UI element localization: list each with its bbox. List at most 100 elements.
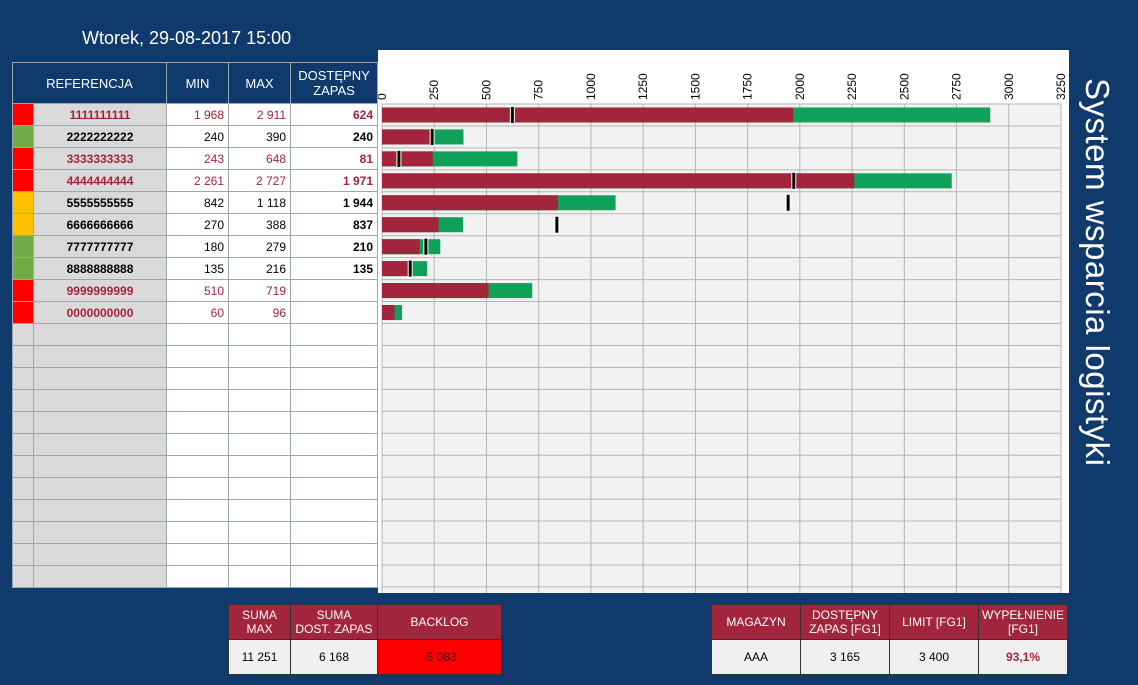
- stock-marker: [424, 238, 428, 255]
- empty-cell: [33, 521, 167, 544]
- table-row-empty: [12, 477, 378, 500]
- min-cell: 60: [166, 301, 229, 324]
- table-header-row: REFERENCJA MIN MAX DOSTĘPNY ZAPAS: [12, 62, 378, 104]
- table-row: 5555555555 842 1 118 1 944: [12, 191, 378, 214]
- empty-cell: [33, 499, 167, 522]
- x-tick-label: 1000: [584, 73, 598, 100]
- x-tick-label: 1250: [636, 73, 650, 100]
- empty-cell: [290, 477, 378, 500]
- table-row-empty: [12, 521, 378, 544]
- empty-cell: [33, 367, 167, 390]
- avail-cell: [290, 301, 378, 324]
- empty-cell: [290, 543, 378, 566]
- empty-cell: [12, 389, 34, 412]
- empty-cell: [33, 411, 167, 434]
- x-tick-label: 2500: [897, 73, 911, 100]
- empty-cell: [33, 345, 167, 368]
- empty-cell: [12, 499, 34, 522]
- table-row: 8888888888 135 216 135: [12, 257, 378, 280]
- max-cell: 388: [228, 213, 291, 236]
- empty-cell: [228, 477, 291, 500]
- chart-panel: 0 250 500 750 1000 1250 1500 1750 2000 2250 2500 27…: [378, 50, 1069, 593]
- empty-cell: [12, 477, 34, 500]
- table-row: 7777777777 180 279 210: [12, 235, 378, 258]
- empty-cell: [12, 543, 34, 566]
- empty-cell: [33, 477, 167, 500]
- empty-cell: [290, 455, 378, 478]
- ref-cell: 4444444444: [33, 169, 167, 192]
- table-row-empty: [12, 411, 378, 434]
- empty-cell: [290, 433, 378, 456]
- table-row-empty: [12, 345, 378, 368]
- ref-cell: 0000000000: [33, 301, 167, 324]
- empty-cell: [290, 367, 378, 390]
- min-cell: 842: [166, 191, 229, 214]
- empty-cell: [166, 499, 229, 522]
- col-header-avail-line2: ZAPAS: [313, 83, 355, 98]
- min-bar: [382, 173, 855, 189]
- status-indicator: [12, 147, 34, 170]
- table-body: 1111111111 1 968 2 911 624 2222222222 240 390 2…: [12, 103, 378, 588]
- empty-cell: [228, 543, 291, 566]
- ref-cell: 7777777777: [33, 235, 167, 258]
- summary-table: SUMA MAX SUMA DOST. ZAPAS BACKLOG 11 251…: [228, 604, 502, 675]
- max-cell: 2 911: [228, 103, 291, 126]
- min-bar: [382, 239, 420, 255]
- empty-cell: [33, 433, 167, 456]
- table-row: 1111111111 1 968 2 911 624: [12, 103, 378, 126]
- table-row-empty: [12, 499, 378, 522]
- x-tick-label: 2750: [950, 73, 964, 100]
- warehouse-limit-header: LIMIT [FG1]: [889, 604, 979, 640]
- empty-cell: [228, 323, 291, 346]
- sum-max-value: 11 251: [228, 639, 291, 675]
- x-tick-label: 1500: [688, 73, 702, 100]
- empty-cell: [228, 521, 291, 544]
- min-bar: [382, 195, 558, 211]
- ref-cell: 9999999999: [33, 279, 167, 302]
- backlog-header: BACKLOG: [377, 604, 502, 640]
- empty-cell: [166, 455, 229, 478]
- col-header-avail: DOSTĘPNY ZAPAS: [290, 62, 378, 104]
- max-cell: 216: [228, 257, 291, 280]
- max-cell: 719: [228, 279, 291, 302]
- empty-cell: [33, 455, 167, 478]
- col-header-avail-line1: DOSTĘPNY: [298, 68, 370, 83]
- empty-cell: [166, 433, 229, 456]
- sum-avail-header: SUMA DOST. ZAPAS: [290, 604, 378, 640]
- warehouse-header: MAGAZYN: [711, 604, 801, 640]
- table-row-empty: [12, 433, 378, 456]
- max-cell: 279: [228, 235, 291, 258]
- x-tick-label: 500: [479, 80, 493, 100]
- empty-cell: [290, 389, 378, 412]
- max-cell: 96: [228, 301, 291, 324]
- ref-cell: 3333333333: [33, 147, 167, 170]
- stock-marker: [792, 172, 796, 189]
- empty-cell: [290, 411, 378, 434]
- avail-cell: [290, 279, 378, 302]
- ref-cell: 6666666666: [33, 213, 167, 236]
- min-cell: 510: [166, 279, 229, 302]
- empty-cell: [12, 367, 34, 390]
- x-tick-label: 250: [427, 80, 441, 100]
- status-indicator: [12, 235, 34, 258]
- table-row-empty: [12, 323, 378, 346]
- avail-cell: 624: [290, 103, 378, 126]
- empty-cell: [290, 521, 378, 544]
- empty-cell: [12, 565, 34, 588]
- empty-cell: [33, 543, 167, 566]
- max-cell: 1 118: [228, 191, 291, 214]
- stock-marker: [786, 194, 790, 211]
- table-row-empty: [12, 367, 378, 390]
- avail-cell: 1 944: [290, 191, 378, 214]
- empty-cell: [12, 521, 34, 544]
- x-tick-label: 1750: [741, 73, 755, 100]
- status-indicator: [12, 257, 34, 280]
- x-tick-label: 3000: [1002, 73, 1016, 100]
- col-header-ref: REFERENCJA: [12, 62, 167, 104]
- stock-marker: [510, 106, 514, 123]
- status-indicator: [12, 301, 34, 324]
- max-cell: 390: [228, 125, 291, 148]
- stock-marker: [555, 216, 559, 233]
- min-cell: 270: [166, 213, 229, 236]
- table-row-empty: [12, 543, 378, 566]
